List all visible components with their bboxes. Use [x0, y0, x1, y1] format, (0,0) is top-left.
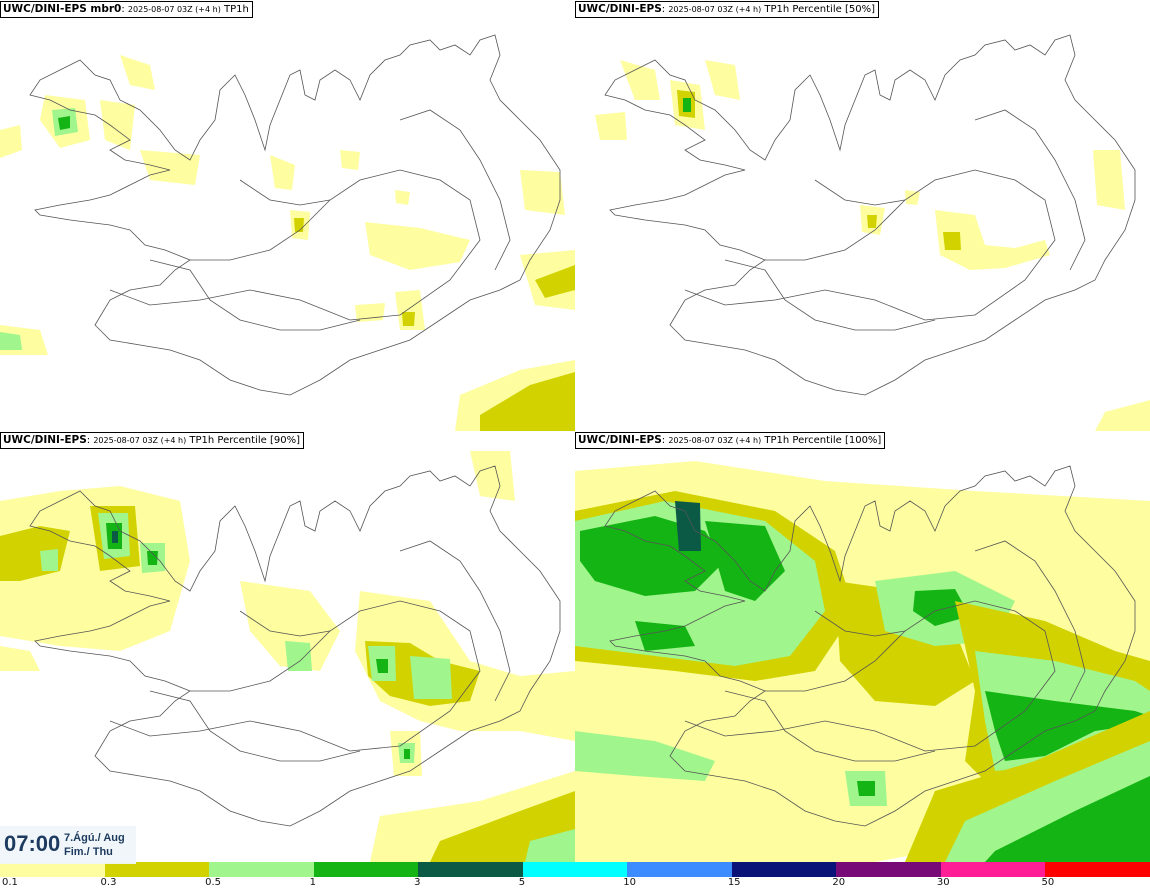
precip-colorbar — [0, 862, 1150, 877]
map-panel-p50: UWC/DINI-EPS: 2025-08-07 03Z (+4 h) TP1h… — [575, 0, 1150, 431]
colorbar-label: 0.1 — [2, 877, 18, 888]
colorbar-label: 50 — [1041, 877, 1055, 888]
map-panel-mbr0: UWC/DINI-EPS mbr0: 2025-08-07 03Z (+4 h)… — [0, 0, 575, 431]
panel-title: UWC/DINI-EPS: 2025-08-07 03Z (+4 h) TP1h… — [575, 1, 879, 18]
panel-title-prefix: UWC/DINI-EPS mbr0 — [3, 3, 122, 15]
panel-title: UWC/DINI-EPS: 2025-08-07 03Z (+4 h) TP1h… — [575, 432, 886, 449]
valid-date-weekday: Fim./ Thu — [64, 846, 113, 858]
panel-title-time: 2025-08-07 03Z (+4 h) — [668, 5, 762, 14]
map-panel-p90: UWC/DINI-EPS: 2025-08-07 03Z (+4 h) TP1h… — [0, 431, 575, 862]
panel-title-time: 2025-08-07 03Z (+4 h) — [93, 436, 187, 445]
precip-map-p90 — [0, 451, 575, 862]
map-panel-p100: UWC/DINI-EPS: 2025-08-07 03Z (+4 h) TP1h… — [575, 431, 1150, 862]
colorbar-label: 20 — [832, 877, 846, 888]
panel-title-prefix: UWC/DINI-EPS — [3, 434, 87, 446]
colorbar-swatch — [1045, 862, 1150, 877]
colorbar-label: 0.5 — [205, 877, 221, 888]
colorbar-swatch — [0, 862, 105, 877]
colorbar-label: 15 — [727, 877, 741, 888]
colorbar-swatch — [313, 862, 419, 877]
valid-date: 7.Ágú./ Aug Fim./ Thu — [64, 831, 125, 859]
panel-title-prefix: UWC/DINI-EPS — [578, 434, 662, 446]
valid-time-badge: 07:00 7.Ágú./ Aug Fim./ Thu — [0, 826, 136, 864]
panel-title-field: TP1h Percentile [50%] — [764, 4, 875, 15]
panel-title: UWC/DINI-EPS mbr0: 2025-08-07 03Z (+4 h)… — [0, 1, 253, 18]
valid-date-day: 7.Ágú./ Aug — [64, 832, 125, 844]
colorbar-label: 10 — [623, 877, 636, 888]
colorbar-label: 3 — [414, 877, 421, 888]
panel-title-field: TP1h Percentile [100%] — [764, 435, 882, 446]
colorbar-label: 0.3 — [100, 877, 117, 888]
colorbar-labels: 0.1 0.3 0.5 1 3 5 10 15 20 30 50 — [0, 877, 1150, 891]
panel-title: UWC/DINI-EPS: 2025-08-07 03Z (+4 h) TP1h… — [0, 432, 304, 449]
colorbar-swatch — [731, 862, 837, 877]
colorbar-swatch — [522, 862, 628, 877]
colorbar-swatch — [104, 862, 210, 877]
precip-map-p100 — [575, 461, 1150, 862]
colorbar-label: 5 — [518, 877, 526, 888]
colorbar-swatch — [627, 862, 732, 877]
colorbar-swatch — [209, 862, 314, 877]
colorbar-swatch — [418, 862, 523, 877]
colorbar-label: 1 — [309, 877, 316, 888]
valid-time: 07:00 — [4, 831, 61, 856]
panel-title-time: 2025-08-07 03Z (+4 h) — [668, 436, 762, 445]
colorbar-swatch — [940, 862, 1046, 877]
precip-map-mbr0 — [0, 34, 575, 431]
panel-title-field: TP1h — [224, 4, 249, 15]
colorbar-swatch — [836, 862, 941, 877]
panel-title-prefix: UWC/DINI-EPS — [578, 3, 662, 15]
precip-map-p50 — [595, 34, 1150, 431]
panel-title-field: TP1h Percentile [90%] — [189, 435, 300, 446]
colorbar-label: 30 — [936, 877, 950, 888]
panel-title-time: 2025-08-07 03Z (+4 h) — [127, 5, 221, 14]
